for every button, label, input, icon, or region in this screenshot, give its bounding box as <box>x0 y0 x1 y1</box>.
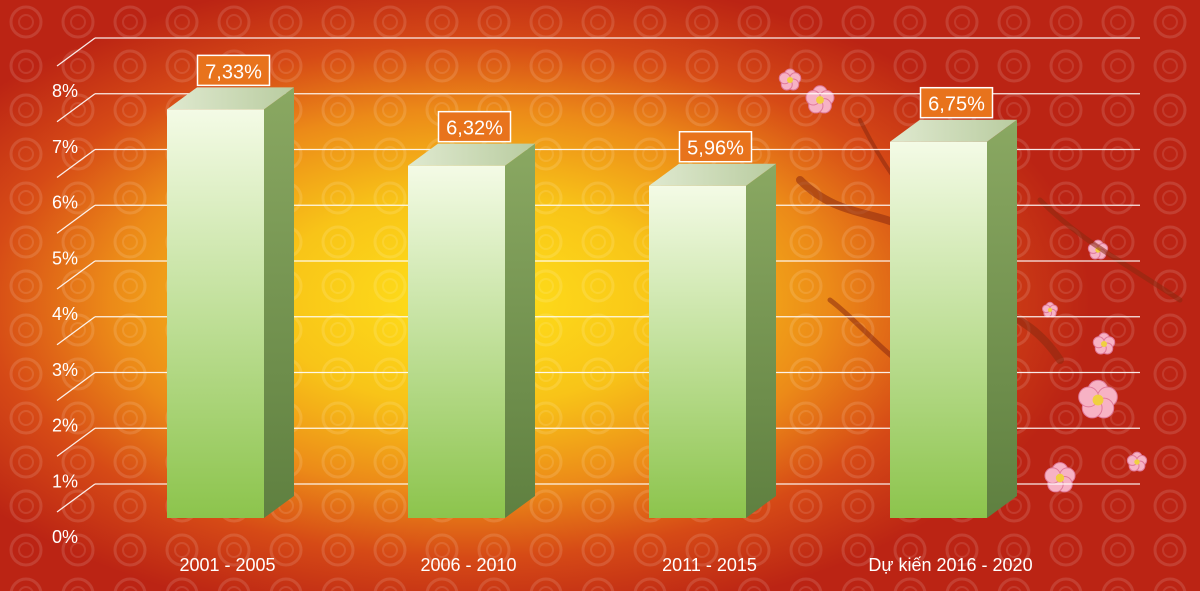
bar-top <box>408 143 535 166</box>
y-tick-label: 6% <box>52 193 78 213</box>
gridline <box>56 37 1140 67</box>
blossom-icon <box>805 85 835 114</box>
bar-front <box>649 185 746 519</box>
blossom-icon <box>1078 379 1118 419</box>
data-label-box <box>919 86 994 119</box>
y-tick-label: 8% <box>52 81 78 101</box>
data-label-box <box>678 130 753 163</box>
cherry-blossom-decoration <box>778 68 1183 493</box>
bar-side <box>264 87 294 518</box>
bar-top <box>890 119 1017 142</box>
y-tick-label: 7% <box>52 137 78 157</box>
branch-shape <box>1037 197 1183 303</box>
bar-side <box>746 163 776 519</box>
bars: 7,33% 6,32% 5,96% 6,75% <box>167 54 1017 519</box>
bar-top <box>167 87 294 110</box>
data-label: 6,75% <box>919 86 994 119</box>
y-tick-label: 2% <box>52 416 78 436</box>
bar: 6,75% <box>890 86 1017 518</box>
data-label-text: 7,33% <box>205 61 262 83</box>
bar-side <box>987 119 1017 518</box>
blossom-icon <box>1126 451 1148 472</box>
x-tick-label: 2011 - 2015 <box>662 555 757 575</box>
bar-front <box>167 109 264 518</box>
x-tick-label: 2006 - 2010 <box>420 555 516 575</box>
bar-top <box>649 163 776 186</box>
bar: 5,96% <box>649 130 776 519</box>
data-label-text: 5,96% <box>687 138 744 160</box>
blossom-icon <box>1044 462 1076 493</box>
y-tick-label: 3% <box>52 360 78 380</box>
x-axis: 2001 - 2005 2006 - 2010 2011 - 2015 Dự kiến… <box>179 555 1032 575</box>
bar: 6,32% <box>408 110 535 518</box>
x-tick-label: Dự kiến 2016 - 2020 <box>868 555 1032 575</box>
bar-front <box>408 165 505 518</box>
y-axis: 0% 1% 2% 3% 4% 5% 6% 7% 8% <box>52 81 78 547</box>
data-label: 5,96% <box>678 130 753 163</box>
y-tick-label: 1% <box>52 471 78 491</box>
data-label-box <box>437 110 512 143</box>
data-label-text: 6,75% <box>928 94 985 116</box>
y-tick-label: 4% <box>52 304 78 324</box>
blossom-icon <box>1092 332 1116 355</box>
blossom-icon <box>778 68 802 91</box>
bar-front <box>890 141 987 518</box>
bar: 7,33% <box>167 54 294 518</box>
data-label: 7,33% <box>196 54 271 87</box>
data-label: 6,32% <box>437 110 512 143</box>
y-tick-label: 0% <box>52 527 78 547</box>
y-tick-label: 5% <box>52 248 78 268</box>
data-label-text: 6,32% <box>446 118 503 140</box>
bar-side <box>505 143 535 518</box>
x-tick-label: 2001 - 2005 <box>179 555 275 575</box>
data-label-box <box>196 54 271 87</box>
